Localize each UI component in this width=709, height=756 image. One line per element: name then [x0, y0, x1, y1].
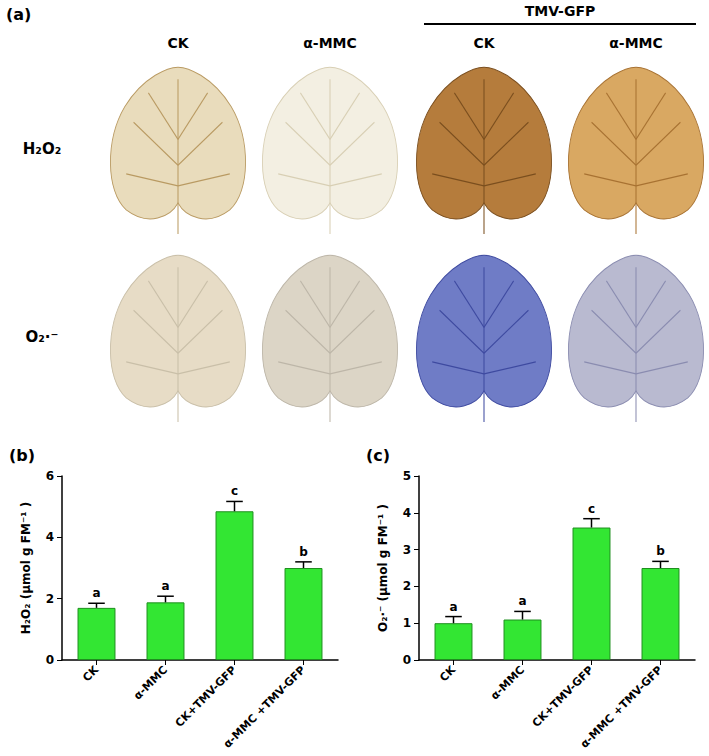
svg-text:c: c	[588, 502, 595, 516]
svg-text:α-MMC +TMV-GFP: α-MMC +TMV-GFP	[578, 663, 665, 750]
svg-text:α-MMC: α-MMC	[303, 35, 357, 51]
svg-text:α-MMC: α-MMC	[488, 663, 527, 702]
svg-text:α-MMC: α-MMC	[131, 663, 170, 702]
svg-text:2: 2	[403, 579, 411, 593]
svg-text:1: 1	[403, 616, 411, 630]
svg-text:α-MMC: α-MMC	[609, 35, 663, 51]
svg-text:a: a	[518, 594, 526, 608]
svg-text:a: a	[449, 600, 457, 614]
svg-text:CK: CK	[167, 35, 189, 51]
svg-text:a: a	[161, 579, 169, 593]
svg-text:(a): (a)	[6, 5, 31, 24]
svg-text:CK: CK	[473, 35, 495, 51]
svg-text:5: 5	[403, 469, 411, 483]
svg-text:CK: CK	[437, 663, 458, 684]
svg-text:4: 4	[403, 506, 411, 520]
svg-text:O₂·⁻: O₂·⁻	[26, 328, 59, 346]
svg-text:a: a	[92, 586, 100, 600]
svg-text:(b): (b)	[9, 446, 35, 465]
svg-text:H₂O₂ (μmol g FM⁻¹ ): H₂O₂ (μmol g FM⁻¹ )	[19, 502, 33, 634]
svg-text:α-MMC +TMV-GFP: α-MMC +TMV-GFP	[221, 663, 308, 750]
svg-text:TMV-GFP: TMV-GFP	[525, 3, 595, 19]
svg-text:0: 0	[403, 653, 411, 667]
svg-text:(c): (c)	[366, 446, 390, 465]
svg-text:CK: CK	[80, 663, 101, 684]
svg-text:b: b	[656, 544, 665, 558]
svg-text:CK+TMV-GFP: CK+TMV-GFP	[530, 663, 596, 729]
svg-text:0: 0	[46, 653, 54, 667]
svg-text:b: b	[299, 545, 308, 559]
svg-text:CK+TMV-GFP: CK+TMV-GFP	[173, 663, 239, 729]
svg-text:6: 6	[46, 469, 54, 483]
svg-text:2: 2	[46, 592, 54, 606]
svg-text:H₂O₂: H₂O₂	[23, 140, 61, 158]
svg-text:O₂·⁻ (μmol g FM⁻¹ ): O₂·⁻ (μmol g FM⁻¹ )	[376, 504, 390, 632]
svg-text:3: 3	[403, 543, 411, 557]
svg-text:4: 4	[46, 530, 54, 544]
svg-text:c: c	[231, 484, 238, 498]
